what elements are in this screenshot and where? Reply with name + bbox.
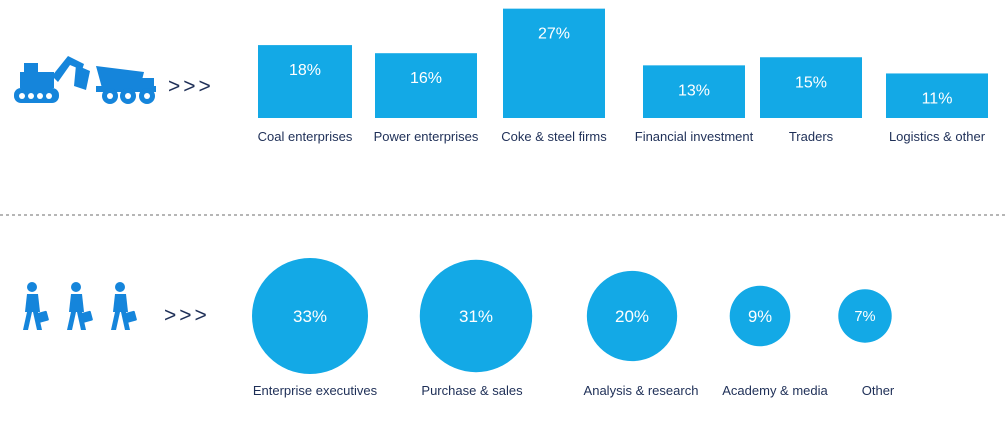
bar-value-label: 15% [795,74,827,91]
bar-category-label: Traders [789,129,834,144]
bar-chart: 18% Coal enterprises 16% Power enterprises 2… [258,8,988,144]
bubble-category-label: Purchase & sales [421,383,523,398]
bar-value-label: 13% [678,82,710,99]
bubble-category-label: Other [862,383,895,398]
arrows-bottom: >>> [164,304,210,327]
bar-6 [886,73,988,118]
bubble-category-label: Enterprise executives [253,383,378,398]
bar-category-label: Financial investment [635,129,754,144]
bar-category-label: Coke & steel firms [501,129,607,144]
bubble-category-label: Analysis & research [584,383,699,398]
excavator-icon [14,56,90,103]
bubble-4 [729,285,791,347]
bubble-value-label: 33% [293,307,327,326]
bubble-value-label: 20% [615,307,649,326]
bar-1 [258,45,352,118]
bar-value-label: 18% [289,62,321,79]
business-people-icon [23,282,137,330]
bar-category-label: Power enterprises [374,129,479,144]
bubble-5 [838,289,892,343]
bar-4 [643,65,745,118]
bubble-value-label: 31% [459,307,493,326]
bubble-1 [252,258,368,374]
bubble-value-label: 7% [854,309,875,325]
bubble-category-label: Academy & media [722,383,828,398]
bubble-3 [586,270,678,362]
bar-5 [760,57,862,118]
bar-category-label: Coal enterprises [258,129,353,144]
bar-category-label: Logistics & other [889,129,986,144]
bubble-value-label: 9% [748,307,772,326]
bubble-chart: 33% Enterprise executives 31% Purchase & sa… [252,258,895,398]
bar-value-label: 16% [410,70,442,87]
arrows-top: >>> [168,75,214,98]
bar-2 [375,53,477,119]
bar-value-label: 11% [922,90,953,107]
bar-3 [503,8,605,118]
bar-value-label: 27% [538,26,570,43]
bubble-2 [419,259,533,373]
dump-truck-icon [96,66,156,104]
